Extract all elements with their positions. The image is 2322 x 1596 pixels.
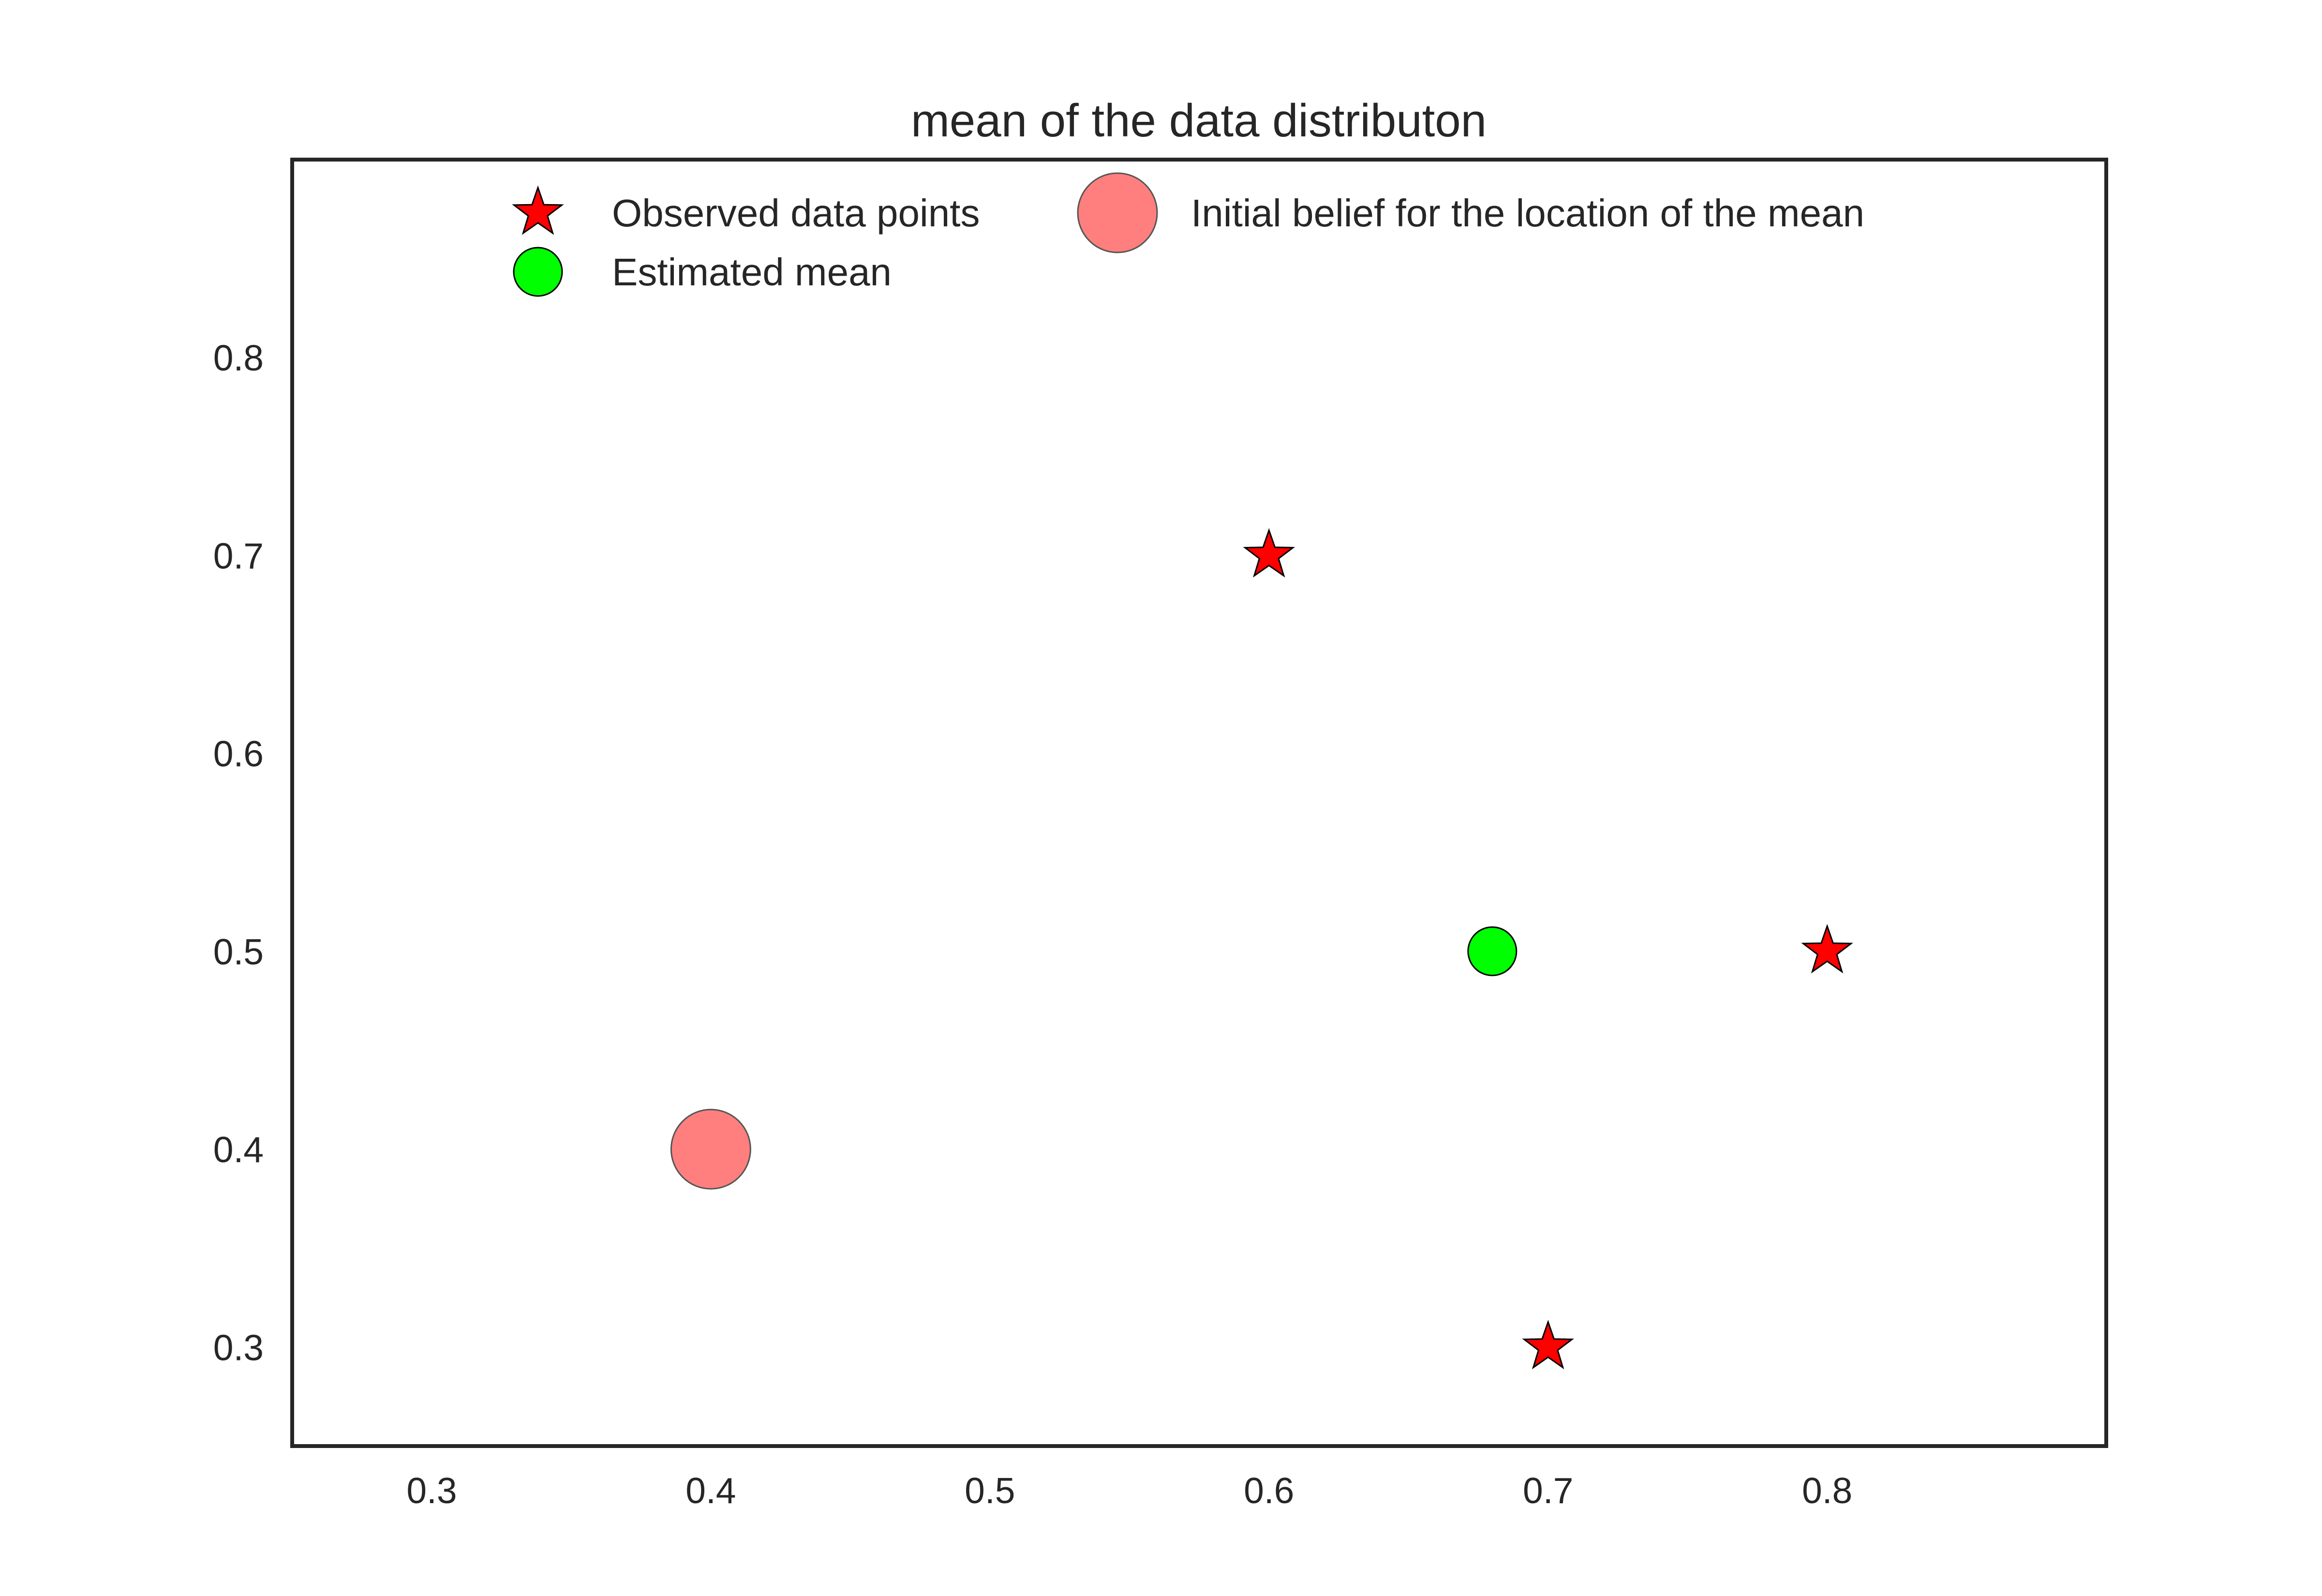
legend-circle-icon [513,247,563,297]
observed-point-marker [1243,528,1295,578]
y-tick-label: 0.3 [213,1327,264,1368]
chart-title: mean of the data distributon [911,95,1487,147]
y-tick-label: 0.5 [213,931,264,972]
y-tick-label: 0.4 [213,1129,264,1170]
legend-label: Estimated mean [612,251,892,294]
estimated-mean-marker [1467,926,1518,976]
x-tick-label: 0.4 [685,1470,736,1511]
initial-belief-marker [670,1108,751,1190]
x-tick-label: 0.3 [406,1470,457,1511]
legend: Observed data points Estimated mean Initia… [512,172,1864,297]
x-tick-label: 0.8 [1802,1470,1852,1511]
y-tick-label: 0.8 [213,338,264,378]
legend-label: Observed data points [612,192,980,235]
plot-markers [670,528,1853,1370]
legend-star-icon [512,185,564,235]
observed-point-marker [1801,924,1853,974]
x-tick-label: 0.5 [965,1470,1015,1511]
legend-large-circle-icon [1077,172,1158,253]
y-axis-ticks: 0.3 0.4 0.5 0.6 0.7 0.8 [213,338,264,1368]
y-tick-label: 0.6 [213,734,264,774]
x-tick-label: 0.7 [1523,1470,1573,1511]
plot-frame [290,158,2108,1448]
legend-label: Initial belief for the location of the m… [1191,192,1864,235]
y-tick-label: 0.7 [213,535,264,576]
observed-point-marker [1522,1319,1574,1370]
x-axis-ticks: 0.3 0.4 0.5 0.6 0.7 0.8 [406,1470,1852,1511]
x-tick-label: 0.6 [1244,1470,1294,1511]
